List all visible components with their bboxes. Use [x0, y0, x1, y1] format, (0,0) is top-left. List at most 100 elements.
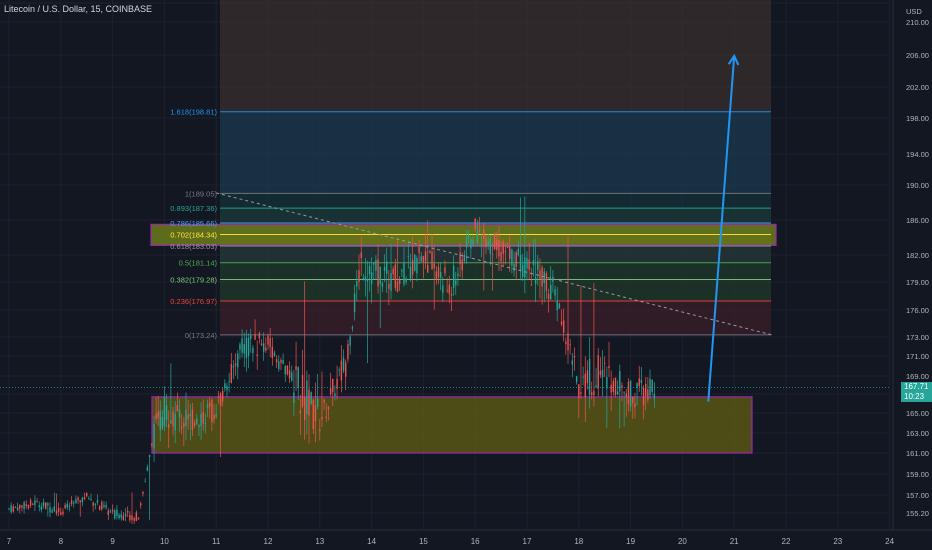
candle-body [213, 414, 215, 420]
candle-body [562, 320, 565, 333]
candle-body [221, 390, 224, 402]
arrow-head[interactable] [727, 53, 740, 66]
candle-body [8, 508, 10, 510]
candle-body [137, 518, 140, 520]
candle-body [196, 418, 198, 424]
candle-body [332, 378, 334, 393]
candle-body [275, 359, 278, 363]
candle-body [349, 336, 351, 346]
candle-body [483, 229, 485, 239]
candle-body [474, 218, 476, 230]
candle-body [310, 392, 312, 404]
candle-body [610, 384, 612, 393]
candle-body [362, 278, 365, 280]
candle-body [552, 276, 554, 282]
candle-body [431, 251, 433, 270]
candle-body [140, 503, 142, 506]
candle-body [606, 377, 608, 389]
candle-body [122, 515, 125, 521]
candle-body [640, 379, 643, 384]
candle-body [480, 244, 483, 246]
candle-body [27, 504, 30, 508]
candle-body [593, 390, 595, 396]
candle-body [450, 294, 453, 296]
candle-body [334, 393, 336, 396]
candle-body [153, 423, 155, 449]
candle-body [323, 399, 325, 403]
candle-body [612, 381, 615, 393]
candle-body [504, 251, 507, 253]
price-tick-label: 176.00 [906, 306, 929, 315]
candle-body [547, 293, 550, 300]
highlight-zones[interactable] [150, 223, 777, 454]
candle-body [280, 360, 282, 363]
time-tick-label: 8 [59, 537, 64, 546]
candle-body [51, 510, 53, 513]
demand-zone-box[interactable] [151, 396, 753, 454]
candle-body [588, 358, 591, 395]
candle-body [621, 385, 623, 388]
candle-body [629, 380, 632, 407]
candle-body [608, 365, 610, 368]
time-tick-label: 17 [523, 537, 532, 546]
last-price-badge: 167.71 10:23 [901, 382, 932, 402]
candle-body [461, 259, 463, 271]
candle-body [209, 402, 211, 407]
candle-body [40, 506, 43, 510]
candle-body [645, 384, 647, 396]
candle-body [638, 378, 640, 387]
candle-body [260, 343, 263, 346]
candle-body [19, 505, 21, 509]
fib-level-label: 0.702(184.34) [170, 231, 217, 240]
candle-body [390, 273, 392, 291]
candle-body [217, 396, 220, 398]
candle-body [487, 241, 489, 246]
candle-body [342, 357, 345, 372]
candle-body [634, 403, 636, 408]
projection-arrow[interactable] [707, 53, 740, 402]
symbol-title[interactable]: Litecoin / U.S. Dollar, 15, COINBASE [4, 4, 153, 14]
candle-body [528, 259, 530, 270]
price-tick-label: 186.00 [906, 216, 929, 225]
candle-body [135, 512, 138, 521]
candle-body [345, 362, 347, 377]
fib-level-label: 0.5(181.14) [179, 259, 218, 268]
candle-body [360, 252, 362, 259]
fib-area-band [220, 262, 771, 280]
candle-body [601, 369, 604, 378]
candle-body [534, 277, 537, 284]
candle-body [81, 497, 84, 503]
candle-body [262, 343, 265, 352]
fib-area-above-1618 [220, 0, 771, 112]
candle-body [159, 410, 161, 431]
candle-body [616, 391, 619, 395]
candle-body [206, 404, 209, 408]
candle-body [521, 264, 524, 277]
candle-body [599, 370, 602, 375]
candle-body [66, 503, 68, 508]
time-tick-label: 15 [419, 537, 428, 546]
candle-body [314, 405, 317, 422]
candle-body [316, 398, 319, 407]
candle-body [168, 424, 170, 429]
candle-body [288, 370, 291, 379]
candle-body [472, 239, 474, 245]
candle-body [545, 273, 548, 291]
candle-body [107, 510, 109, 515]
price-tick-label: 182.00 [906, 251, 929, 260]
candle-body [578, 384, 580, 398]
candle-body [519, 255, 522, 271]
candle-body [455, 280, 457, 285]
candle-body [632, 396, 634, 404]
candle-body [405, 278, 407, 283]
candle-body [86, 492, 88, 497]
fib-level-label: 0.786(185.66) [170, 219, 217, 228]
time-tick-label: 10 [160, 537, 169, 546]
candle-body [554, 289, 556, 296]
candle-body [375, 259, 377, 271]
candle-body [325, 416, 327, 419]
candle-body [211, 399, 213, 423]
arrow-shaft[interactable] [707, 55, 736, 402]
